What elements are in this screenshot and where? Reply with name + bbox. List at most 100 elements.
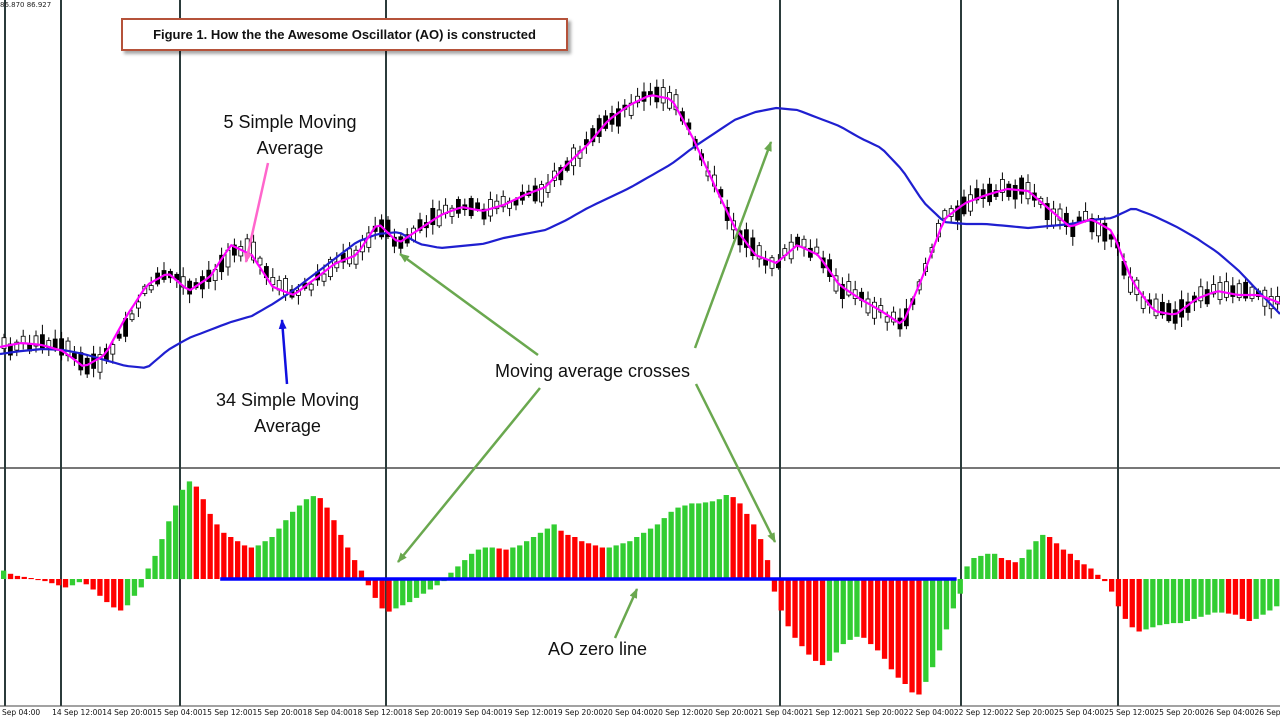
candle-body [1249, 286, 1255, 299]
ao-bar [1047, 537, 1053, 579]
sma34-label: 34 Simple Moving Average [215, 390, 360, 436]
ao-bar [173, 505, 179, 579]
candle-body [1102, 222, 1108, 242]
candles [1, 79, 1280, 380]
sma5-label: 5 Simple Moving Average [223, 112, 357, 158]
candle-body [1172, 309, 1178, 324]
candle-body [539, 184, 544, 203]
candle-body [1204, 289, 1210, 305]
candle-body [801, 238, 807, 248]
ao-bar [1150, 579, 1156, 628]
ao-bar [916, 579, 922, 695]
ao-bar [813, 579, 819, 661]
ao-bar [118, 579, 124, 611]
ao-bar [778, 579, 784, 611]
ao-bar [76, 579, 82, 583]
ao-bar [1157, 579, 1163, 626]
ao-bar [1129, 579, 1135, 628]
ao-bar [97, 579, 103, 596]
candle-body [1089, 218, 1095, 233]
ao-bar [1177, 579, 1184, 624]
ao-bar [1081, 564, 1087, 579]
ao-bar [709, 501, 716, 579]
ao-bar [964, 566, 970, 579]
ao-bar [1184, 579, 1190, 621]
ao-bar [62, 579, 69, 588]
ao-bar [868, 579, 874, 645]
ao-bar [902, 579, 908, 684]
ao-bar [675, 507, 681, 579]
ao-bar [28, 578, 34, 580]
ao-bar [90, 579, 96, 590]
ao-bar [888, 579, 894, 670]
ao-bar [936, 579, 943, 651]
candle-body [840, 283, 845, 300]
ao-bar [393, 579, 399, 609]
ao-bar [847, 579, 853, 640]
candle-body [251, 241, 257, 261]
ao-bar [668, 511, 674, 579]
ao-bar [599, 547, 605, 579]
x-tick-label: 25 Sep 12:00 [1104, 708, 1154, 717]
ao-bar [510, 547, 516, 579]
ao-bar [1115, 579, 1122, 607]
candle-body [1000, 179, 1005, 193]
ao-bar [771, 579, 778, 592]
ao-bar [235, 541, 241, 579]
ao-bar [14, 575, 21, 580]
ao-bar [579, 541, 585, 579]
candle-body [616, 108, 621, 127]
ao-bar [826, 579, 833, 661]
ao-bar [255, 545, 261, 579]
candle-body [865, 298, 871, 314]
ao-bar [544, 528, 550, 579]
ao-bar [723, 495, 729, 579]
ao-bar [627, 541, 633, 579]
ao-bar [262, 541, 268, 579]
x-tick-label: 21 Sep 12:00 [804, 708, 854, 717]
ao-bar [138, 579, 144, 588]
ao-bar [909, 579, 915, 693]
ao-bar [1033, 541, 1039, 579]
cross-arrow-up [693, 141, 773, 349]
ao-bar [764, 560, 771, 579]
ao-bar [1026, 549, 1032, 579]
candle-body [321, 273, 327, 282]
candle-body [78, 352, 84, 371]
ao-bar [338, 534, 344, 579]
ao-bar [551, 524, 557, 579]
candle-body [756, 245, 762, 260]
ao-bar [7, 573, 14, 580]
ao-bar [785, 579, 791, 627]
sma5-arrow [244, 162, 270, 263]
candle-body [391, 236, 397, 247]
ao-bar [56, 579, 62, 586]
ao-bar [840, 579, 846, 645]
ao-bar [1, 570, 7, 579]
ao-bar [407, 579, 413, 603]
ao-bar [1267, 579, 1273, 611]
ao-bar [682, 505, 688, 579]
candle-body [308, 283, 314, 291]
ao-bar [833, 579, 839, 653]
ao-bar [1232, 579, 1239, 615]
ao-bar [861, 579, 867, 638]
x-tick-label: 20 Sep 20:00 [703, 708, 753, 717]
ao-bar [654, 524, 661, 579]
ao-bar [296, 505, 303, 579]
ao-bar [572, 537, 578, 579]
ao-bar [462, 560, 468, 579]
candle-body [110, 344, 116, 355]
ao-bar [1074, 560, 1080, 579]
ao-bar [1170, 579, 1177, 624]
candle-body [475, 202, 481, 210]
ao-bar [875, 579, 881, 651]
ao-bar [1191, 579, 1197, 619]
ao-bar [689, 503, 695, 579]
cross-arrow-down-right [694, 383, 777, 543]
candle-body [59, 338, 64, 356]
ao-bar [1040, 534, 1046, 579]
x-tick-label: 18 Sep 12:00 [353, 708, 403, 717]
ao-bar [1219, 579, 1225, 613]
